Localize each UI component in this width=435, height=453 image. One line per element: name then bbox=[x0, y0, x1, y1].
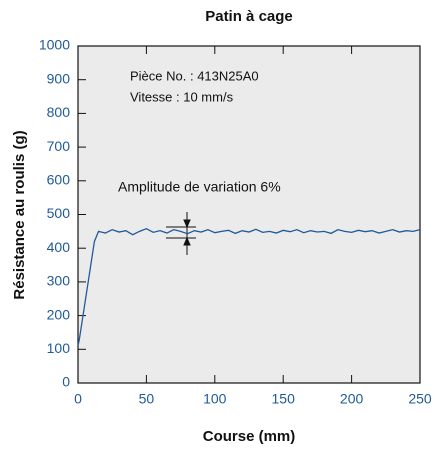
x-tick-label: 150 bbox=[272, 391, 296, 407]
y-tick-label: 100 bbox=[47, 340, 71, 356]
x-tick-label: 200 bbox=[340, 391, 364, 407]
plot-area bbox=[77, 45, 421, 384]
x-tick-label: 250 bbox=[408, 391, 432, 407]
chart-title: Patin à cage bbox=[205, 8, 293, 25]
y-tick-label: 1000 bbox=[39, 37, 70, 53]
y-tick-label: 600 bbox=[47, 172, 71, 188]
y-tick-label: 400 bbox=[47, 239, 71, 255]
y-tick-label: 200 bbox=[47, 306, 71, 322]
annotation: Amplitude de variation 6% bbox=[118, 179, 281, 195]
annotation: Pièce No. : 413N25A0 bbox=[130, 68, 259, 83]
y-tick-label: 700 bbox=[47, 138, 71, 154]
data-line bbox=[77, 227, 421, 347]
amplitude-marker bbox=[166, 212, 196, 255]
y-tick-label: 900 bbox=[47, 70, 71, 86]
x-tick-label: 50 bbox=[139, 391, 155, 407]
y-tick-label: 300 bbox=[47, 273, 71, 289]
x-tick-label: 0 bbox=[74, 391, 82, 407]
y-tick-label: 500 bbox=[47, 205, 71, 221]
y-tick-label: 0 bbox=[62, 374, 70, 390]
y-tick-label: 800 bbox=[47, 104, 71, 120]
annotation: Vitesse : 10 mm/s bbox=[130, 89, 234, 104]
x-tick-label: 100 bbox=[203, 391, 227, 407]
y-axis-label: Résistance au roulis (g) bbox=[11, 130, 28, 299]
x-axis-label: Course (mm) bbox=[203, 428, 296, 445]
